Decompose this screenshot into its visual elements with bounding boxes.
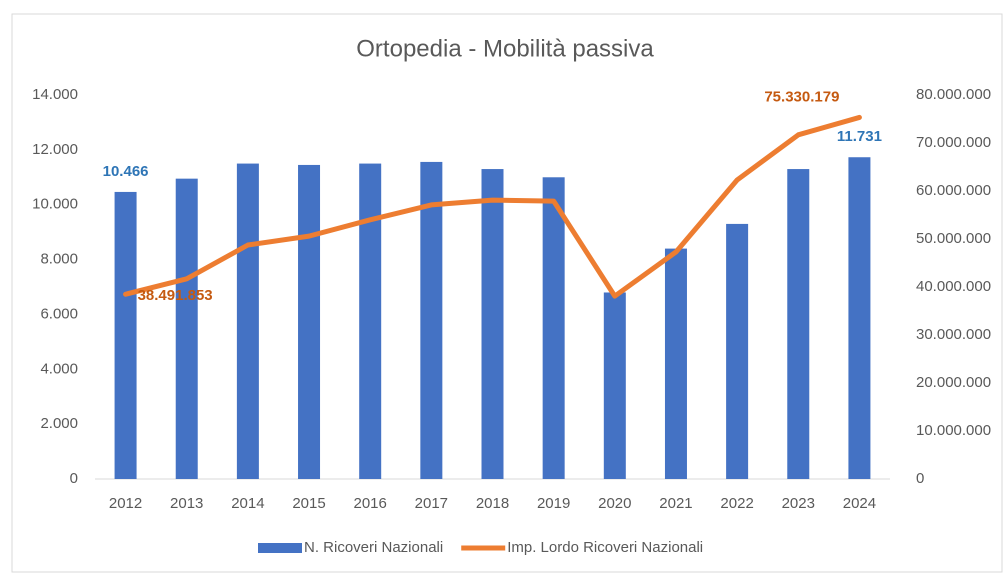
bar xyxy=(542,177,565,480)
y2-tick-label: 10.000.000 xyxy=(916,422,991,439)
bar xyxy=(236,163,259,480)
x-tick-label: 2021 xyxy=(659,495,692,512)
x-tick-label: 2020 xyxy=(598,495,631,512)
bar xyxy=(603,292,626,479)
chart-title: Ortopedia - Mobilità passiva xyxy=(356,35,654,62)
legend-label: N. Ricoveri Nazionali xyxy=(304,539,443,556)
y2-tick-label: 30.000.000 xyxy=(916,326,991,343)
value-label: 75.330.179 xyxy=(764,88,839,105)
bar xyxy=(664,248,687,479)
y2-tick-label: 0 xyxy=(916,470,924,487)
value-label: 38.491.853 xyxy=(138,287,213,304)
line xyxy=(123,114,862,299)
y2-tick-label: 20.000.000 xyxy=(916,374,991,391)
legend-label: Imp. Lordo Ricoveri Nazionali xyxy=(507,539,703,556)
y-tick-label: 0 xyxy=(70,470,78,487)
y2-tick-label: 70.000.000 xyxy=(916,134,991,151)
x-tick-label: 2017 xyxy=(415,495,448,512)
y-tick-label: 6.000 xyxy=(40,305,78,322)
x-tick-label: 2023 xyxy=(782,495,815,512)
bar xyxy=(481,169,504,480)
bar xyxy=(848,157,871,480)
y2-tick-label: 60.000.000 xyxy=(916,182,991,199)
x-tick-label: 2024 xyxy=(843,495,876,512)
x-tick-label: 2019 xyxy=(537,495,570,512)
y2-tick-label: 50.000.000 xyxy=(916,230,991,247)
y-tick-label: 2.000 xyxy=(40,415,78,432)
y2-tick-label: 40.000.000 xyxy=(916,278,991,295)
bar xyxy=(359,163,382,480)
x-tick-label: 2015 xyxy=(292,495,325,512)
x-tick-label: 2012 xyxy=(109,495,142,512)
value-label: 11.731 xyxy=(837,128,882,145)
x-tick-label: 2016 xyxy=(354,495,387,512)
value-label: 10.466 xyxy=(103,163,149,180)
bar xyxy=(114,191,137,480)
bar xyxy=(175,178,198,479)
legend-swatch xyxy=(258,543,302,553)
bar xyxy=(420,161,443,479)
y-tick-label: 14.000 xyxy=(32,86,78,103)
bar xyxy=(787,169,810,480)
y-tick-label: 4.000 xyxy=(40,360,78,377)
y-tick-label: 12.000 xyxy=(32,141,78,158)
y2-tick-label: 80.000.000 xyxy=(916,86,991,103)
y-tick-label: 10.000 xyxy=(32,196,78,213)
bar xyxy=(726,223,749,479)
x-tick-label: 2022 xyxy=(720,495,753,512)
x-tick-label: 2014 xyxy=(231,495,264,512)
y-tick-label: 8.000 xyxy=(40,251,78,268)
x-tick-label: 2013 xyxy=(170,495,203,512)
x-tick-label: 2018 xyxy=(476,495,509,512)
bar xyxy=(298,164,321,479)
